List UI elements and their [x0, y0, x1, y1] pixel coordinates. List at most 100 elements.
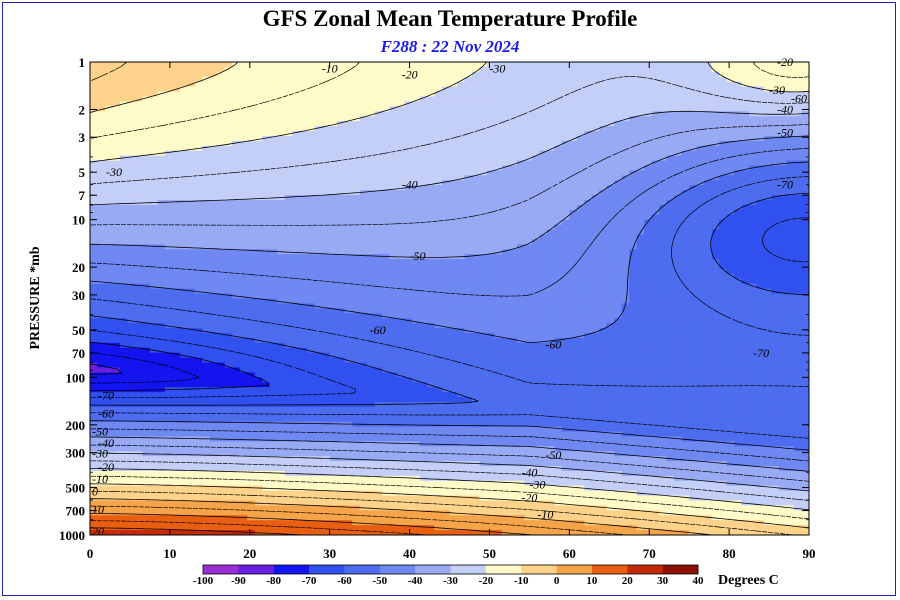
field-cell — [172, 308, 181, 314]
field-cell — [209, 259, 218, 265]
field-cell — [299, 86, 308, 93]
field-cell — [397, 126, 406, 132]
field-cell — [614, 150, 623, 157]
field-cell — [97, 273, 106, 280]
field-cell — [764, 244, 773, 250]
field-cell — [112, 116, 121, 122]
field-cell — [621, 160, 630, 167]
field-cell — [606, 214, 615, 221]
field-cell — [449, 273, 458, 280]
field-cell — [164, 219, 173, 226]
field-cell — [352, 229, 361, 236]
field-cell — [524, 264, 533, 270]
field-cell — [644, 199, 653, 206]
field-cell — [651, 130, 660, 137]
field-cell — [471, 259, 481, 265]
field-cell — [749, 268, 758, 275]
field-cell — [157, 111, 166, 117]
field-cell — [524, 190, 533, 196]
field-cell — [764, 249, 773, 255]
field-cell — [299, 278, 308, 285]
field-cell — [591, 96, 600, 103]
field-cell — [719, 160, 728, 167]
field-cell — [629, 308, 638, 314]
field-cell — [292, 155, 301, 162]
field-cell — [284, 219, 293, 226]
field-cell — [614, 111, 623, 117]
field-cell — [254, 101, 263, 107]
field-cell — [756, 96, 765, 103]
field-cell — [524, 155, 533, 162]
field-cell — [419, 293, 428, 300]
field-cell — [352, 86, 361, 93]
field-cell — [779, 239, 788, 245]
field-cell — [284, 101, 293, 107]
field-cell — [187, 264, 196, 270]
field-cell — [621, 195, 630, 201]
field-cell — [516, 298, 525, 305]
field-cell — [329, 303, 338, 309]
field-cell — [179, 249, 188, 255]
field-cell — [277, 224, 286, 231]
field-cell — [659, 298, 668, 305]
field-cell — [629, 254, 638, 260]
field-cell — [164, 126, 173, 132]
field-cell — [659, 76, 668, 83]
field-cell — [629, 101, 638, 107]
field-cell — [629, 135, 638, 142]
field-cell — [561, 91, 570, 98]
field-cell — [337, 130, 346, 137]
field-cell — [419, 204, 428, 211]
field-cell — [157, 268, 166, 275]
field-cell — [397, 273, 406, 280]
field-cell — [554, 204, 563, 211]
field-cell — [322, 150, 331, 157]
field-cell — [681, 254, 690, 260]
field-cell — [711, 145, 720, 152]
field-cell — [666, 180, 675, 186]
field-cell — [771, 268, 780, 275]
field-cell — [277, 273, 286, 280]
field-cell — [629, 150, 638, 157]
field-cell — [367, 254, 376, 260]
field-cell — [689, 121, 698, 127]
field-cell — [456, 224, 466, 231]
field-cell — [209, 81, 218, 88]
field-cell — [524, 116, 533, 122]
field-cell — [119, 254, 129, 260]
field-cell — [786, 62, 795, 68]
field-cell — [471, 165, 481, 171]
field-cell — [97, 126, 106, 132]
field-cell — [442, 111, 451, 117]
field-cell — [741, 254, 750, 260]
field-cell — [314, 96, 323, 103]
field-cell — [299, 239, 308, 245]
field-cell — [464, 76, 473, 83]
field-cell — [382, 91, 391, 98]
field-cell — [202, 170, 211, 176]
field-cell — [134, 264, 144, 270]
field-cell — [322, 155, 331, 162]
field-cell — [217, 135, 226, 142]
field-cell — [202, 303, 211, 309]
field-cell — [389, 155, 398, 162]
field-cell — [651, 303, 660, 309]
field-cell — [546, 273, 555, 280]
field-cell — [367, 313, 376, 319]
field-cell — [501, 229, 511, 236]
field-cell — [404, 106, 413, 112]
field-cell — [172, 62, 181, 68]
field-cell — [209, 140, 218, 147]
field-cell — [689, 259, 698, 265]
field-cell — [516, 313, 525, 319]
field-cell — [704, 288, 713, 295]
field-cell — [329, 155, 338, 162]
field-cell — [509, 180, 518, 186]
field-cell — [382, 101, 391, 107]
field-cell — [442, 303, 451, 309]
field-cell — [389, 278, 398, 285]
field-cell — [307, 239, 316, 245]
field-cell — [539, 101, 548, 107]
field-cell — [666, 62, 675, 68]
field-cell — [427, 204, 436, 211]
